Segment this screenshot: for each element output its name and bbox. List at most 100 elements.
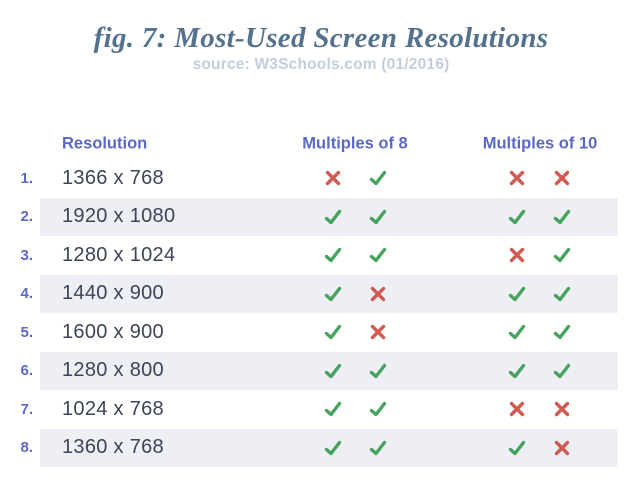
mark-multiple-of-8-width (324, 246, 342, 264)
resolution-value: 1440 x 900 (62, 282, 164, 305)
check-icon (508, 325, 526, 340)
mark-multiple-of-8-height (369, 362, 387, 380)
cross-icon (370, 325, 386, 340)
row-number-header-spacer (0, 128, 40, 159)
column-header-multiples-of-10: Multiples of 10 (482, 134, 598, 152)
check-icon (553, 325, 571, 340)
resolutions-table: Resolution Multiples of 8 Multiples of 1… (0, 128, 642, 467)
row-cells: 1280 x 800 (40, 351, 618, 390)
resolution-value: 1280 x 1024 (62, 243, 176, 266)
mark-multiple-of-10-width (508, 246, 526, 264)
mark-multiple-of-8-width (324, 400, 342, 418)
cross-icon (554, 171, 570, 186)
mark-multiple-of-8-height (369, 208, 387, 226)
mark-multiple-of-10-height (553, 362, 571, 380)
mark-multiple-of-8-height (369, 439, 387, 457)
check-icon (324, 363, 342, 378)
table-row: 6. 1280 x 800 (0, 351, 642, 390)
mark-multiple-of-10-width (508, 285, 526, 303)
table-row: 7. 1024 x 768 (0, 390, 642, 429)
row-cells: 1440 x 900 (40, 274, 618, 313)
mark-multiple-of-8-width (324, 323, 342, 341)
mark-multiple-of-8-width (324, 362, 342, 380)
row-cells: 1280 x 1024 (40, 236, 618, 275)
check-icon (553, 248, 571, 263)
mark-multiple-of-10-width (508, 400, 526, 418)
row-number: 4. (20, 285, 33, 303)
resolution-value: 1360 x 768 (62, 436, 164, 459)
check-icon (324, 286, 342, 301)
table-header-row: Resolution Multiples of 8 Multiples of 1… (0, 128, 642, 159)
row-number: 2. (20, 208, 33, 226)
row-number: 3. (20, 246, 33, 264)
cross-icon (325, 171, 341, 186)
cross-icon (509, 402, 525, 417)
row-number: 8. (20, 439, 33, 457)
table-row: 8. 1360 x 768 (0, 428, 642, 467)
mark-multiple-of-10-height (553, 169, 571, 187)
table-row: 4. 1440 x 900 (0, 274, 642, 313)
mark-multiple-of-8-width (324, 439, 342, 457)
check-icon (369, 171, 387, 186)
mark-multiple-of-10-width (508, 208, 526, 226)
check-icon (553, 286, 571, 301)
mark-multiple-of-8-height (369, 169, 387, 187)
check-icon (369, 248, 387, 263)
check-icon (553, 209, 571, 224)
mark-multiple-of-8-height (369, 246, 387, 264)
mark-multiple-of-8-width (324, 285, 342, 303)
mark-multiple-of-10-width (508, 439, 526, 457)
check-icon (508, 363, 526, 378)
column-header-multiples-of-8: Multiples of 8 (302, 134, 408, 152)
cross-icon (370, 286, 386, 301)
mark-multiple-of-8-height (369, 400, 387, 418)
mark-multiple-of-10-width (508, 362, 526, 380)
cross-icon (509, 171, 525, 186)
table-row: 5. 1600 x 900 (0, 313, 642, 352)
mark-multiple-of-8-width (324, 169, 342, 187)
row-number: 1. (20, 169, 33, 187)
check-icon (324, 402, 342, 417)
resolution-value: 1920 x 1080 (62, 205, 176, 228)
mark-multiple-of-10-width (508, 323, 526, 341)
check-icon (508, 209, 526, 224)
mark-multiple-of-10-height (553, 400, 571, 418)
mark-multiple-of-8-height (369, 285, 387, 303)
check-icon (508, 286, 526, 301)
check-icon (324, 325, 342, 340)
mark-multiple-of-10-height (553, 208, 571, 226)
check-icon (369, 440, 387, 455)
mark-multiple-of-8-width (324, 208, 342, 226)
mark-multiple-of-8-height (369, 323, 387, 341)
check-icon (508, 440, 526, 455)
check-icon (369, 402, 387, 417)
header-cells: Resolution Multiples of 8 Multiples of 1… (40, 128, 618, 159)
check-icon (324, 248, 342, 263)
figure-source-subtitle: source: W3Schools.com (01/2016) (192, 56, 450, 73)
row-number: 6. (20, 362, 33, 380)
table-row: 3. 1280 x 1024 (0, 236, 642, 275)
table-row: 1. 1366 x 768 (0, 159, 642, 198)
check-icon (553, 363, 571, 378)
row-cells: 1920 x 1080 (40, 197, 618, 236)
mark-multiple-of-10-height (553, 285, 571, 303)
table-row: 2. 1920 x 1080 (0, 197, 642, 236)
row-cells: 1024 x 768 (40, 390, 618, 429)
row-cells: 1600 x 900 (40, 313, 618, 352)
row-number: 7. (20, 400, 33, 418)
mark-multiple-of-10-height (553, 323, 571, 341)
cross-icon (554, 402, 570, 417)
resolution-value: 1280 x 800 (62, 359, 164, 382)
resolution-value: 1024 x 768 (62, 397, 164, 420)
table-body: 1. 1366 x 768 2. 1920 x 1080 3. 1280 x 1… (0, 159, 642, 467)
resolution-value: 1366 x 768 (62, 166, 164, 189)
cross-icon (554, 440, 570, 455)
figure-header: fig. 7: Most-Used Screen Resolutions sou… (0, 0, 642, 74)
row-number: 5. (20, 323, 33, 341)
check-icon (324, 440, 342, 455)
check-icon (324, 209, 342, 224)
figure-title: fig. 7: Most-Used Screen Resolutions (93, 22, 549, 54)
check-icon (369, 209, 387, 224)
mark-multiple-of-10-width (508, 169, 526, 187)
